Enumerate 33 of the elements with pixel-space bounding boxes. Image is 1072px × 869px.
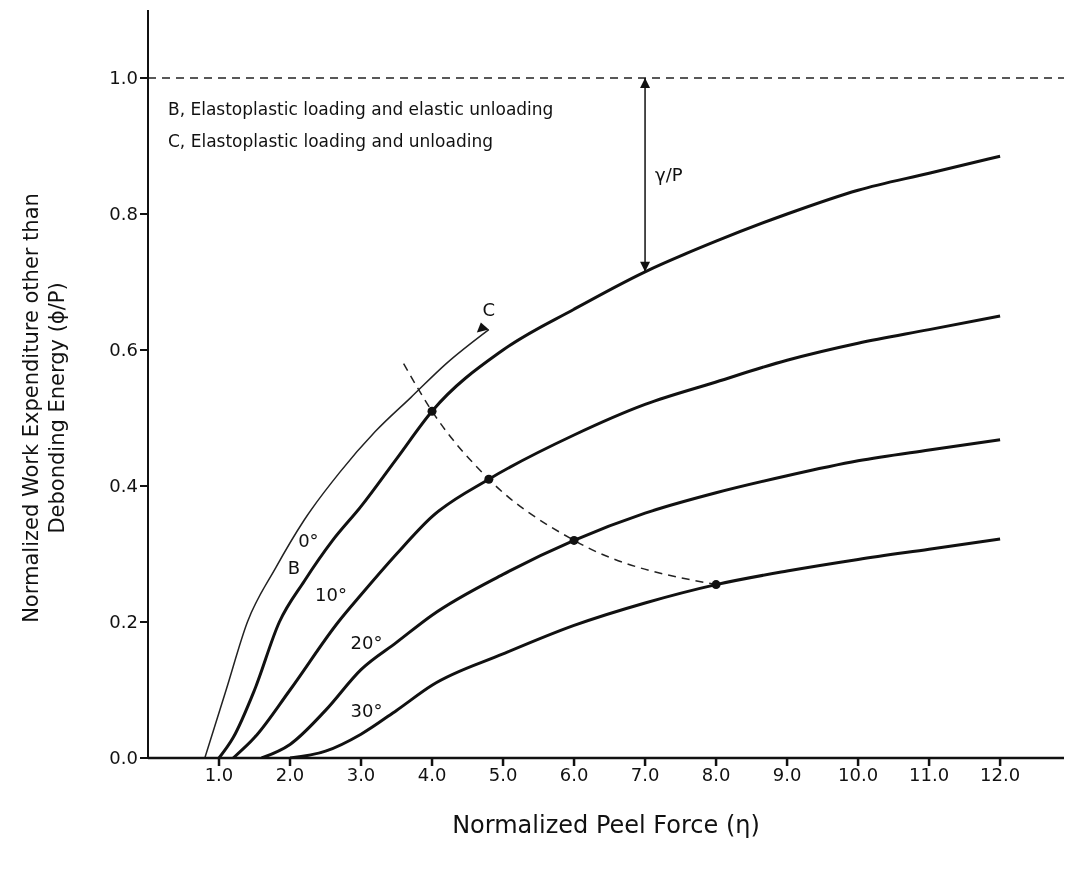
- x-tick-label: 2.0: [275, 763, 305, 785]
- series-label: 30°: [350, 699, 383, 721]
- y-tick-label: 0.4: [109, 475, 138, 497]
- point: [484, 474, 494, 484]
- annotation: C: [482, 298, 496, 320]
- y-tick-label: 0.8: [109, 203, 138, 225]
- series-label: 0°: [298, 529, 319, 551]
- point: [711, 580, 721, 590]
- x-tick-label: 12.0: [980, 763, 1021, 785]
- annotation: B: [287, 556, 301, 578]
- x-tick-label: 3.0: [346, 763, 376, 785]
- point: [569, 535, 579, 545]
- annotation: γ/P: [655, 164, 683, 186]
- x-axis-title: Normalized Peel Force (η): [452, 811, 760, 839]
- x-tick-label: 7.0: [630, 763, 660, 785]
- series-label: 20°: [350, 631, 383, 653]
- x-tick-label: 11.0: [909, 763, 950, 785]
- y-tick-label: 1.0: [109, 67, 138, 89]
- annotation: C, Elastoplastic loading and unloading: [168, 130, 494, 152]
- annotation: B, Elastoplastic loading and elastic unloading: [168, 98, 555, 120]
- y-axis-title: Normalized Work Expenditure other than Debonding Energy (ϕ/P): [19, 193, 69, 623]
- x-tick-label: 5.0: [488, 763, 518, 785]
- x-tick-label: 8.0: [701, 763, 731, 785]
- point: [427, 406, 437, 416]
- x-tick-label: 6.0: [559, 763, 589, 785]
- x-tick-label: 9.0: [772, 763, 802, 785]
- y-tick-label: 0.6: [109, 339, 138, 361]
- y-tick-label: 0.0: [109, 747, 138, 769]
- series-label: 10°: [315, 584, 348, 606]
- x-tick-label: 1.0: [204, 763, 234, 785]
- x-tick-label: 4.0: [417, 763, 447, 785]
- y-tick-label: 0.2: [109, 611, 138, 633]
- x-tick-label: 10.0: [838, 763, 879, 785]
